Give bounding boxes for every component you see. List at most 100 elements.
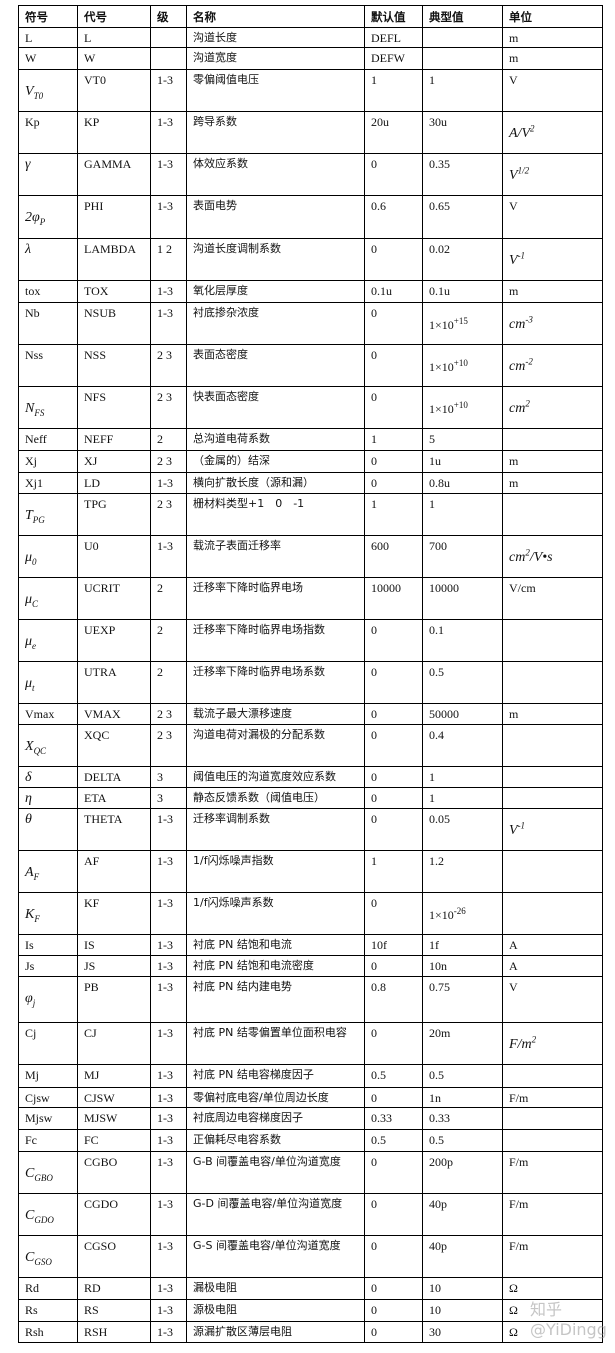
table-row: μt UTRA 2 迁移率下降时临界电场系数 0 0.5: [18, 661, 603, 704]
cell-level: 1-3: [150, 1321, 187, 1343]
cell-code: LD: [77, 472, 151, 494]
math-base: C: [25, 1250, 35, 1265]
math-subscript: QC: [33, 745, 47, 756]
cell-default: 10f: [364, 934, 423, 956]
math-expression: μe: [25, 634, 36, 650]
cell-unit: F/m: [502, 1087, 603, 1108]
cell-unit: m: [502, 280, 603, 303]
cell-default: 0.33: [364, 1107, 423, 1130]
math-expression: V-1: [509, 250, 526, 269]
cell-typical: 1n: [422, 1087, 503, 1108]
cell-name: G-S 间覆盖电容/单位沟道宽度: [186, 1235, 365, 1278]
watermark: 知乎 @YiDingg: [530, 1300, 607, 1339]
cell-code: L: [77, 27, 151, 48]
math-subscript: e: [32, 640, 37, 651]
math-expression: cm-2: [509, 357, 533, 375]
cell-code: FC: [77, 1129, 151, 1152]
table-row: Rsh RSH 1-3 源漏扩散区薄层电阻 0 30 Ω: [18, 1321, 603, 1343]
math-subscript: t: [32, 682, 35, 693]
cell-symbol: AF: [18, 850, 78, 893]
table-row: μ0 U0 1-3 载流子表面迁移率 600 700 cm2/V•s: [18, 535, 603, 578]
cell-unit: V-1: [502, 808, 603, 851]
cell-symbol: μt: [18, 661, 78, 704]
cell-default: 0: [364, 703, 423, 725]
cell-name: 沟道宽度: [186, 47, 365, 70]
cell-unit: F/m2: [502, 1022, 603, 1065]
cell-typical: 40p: [422, 1193, 503, 1236]
cell-code: XJ: [77, 450, 151, 473]
cell-level: 1-3: [150, 808, 187, 851]
cell-name: 沟道长度调制系数: [186, 238, 365, 281]
table-row: NFS NFS 2 3 快表面态密度 0 1×10+10 cm2: [18, 386, 603, 429]
cell-symbol: CGSO: [18, 1235, 78, 1278]
cell-unit: V1/2: [502, 153, 603, 196]
cell-unit: cm2: [502, 386, 603, 429]
cell-code: CJSW: [77, 1087, 151, 1108]
cell-unit: [502, 766, 603, 788]
math-expression: μt: [25, 676, 35, 692]
cell-symbol: Mj: [18, 1064, 78, 1088]
cell-name: 横向扩散长度（源和漏）: [186, 472, 365, 494]
cell-typical: 1: [422, 766, 503, 788]
cell-unit: [502, 850, 603, 893]
cell-code: MJSW: [77, 1107, 151, 1130]
cell-typical: 0.05: [422, 808, 503, 851]
cell-name: 快表面态密度: [186, 386, 365, 429]
math-expression: A/V2: [509, 124, 535, 142]
cell-default: 0: [364, 386, 423, 429]
cell-typical: 0.5: [422, 661, 503, 704]
cell-symbol: CGBO: [18, 1151, 78, 1194]
math-expression: AF: [25, 865, 39, 881]
math-subscript: GDO: [34, 1214, 54, 1225]
cell-unit: m: [502, 703, 603, 725]
math-superscript: -1: [517, 250, 526, 261]
math-base: C: [25, 1208, 35, 1223]
cell-level: 1-3: [150, 153, 187, 196]
math-base: μ: [25, 592, 33, 607]
cell-name: 衬底 PN 结饱和电流: [186, 934, 365, 956]
table-row: Vmax VMAX 2 3 载流子最大漂移速度 0 50000 m: [18, 703, 603, 725]
math-expression: cm2/V•s: [509, 547, 553, 566]
cell-code: VMAX: [77, 703, 151, 725]
math-subscript: 0: [32, 556, 37, 567]
table-header-row: 符号 代号级名称 默认值 典型值 单位: [18, 5, 603, 28]
math-superscript: +15: [453, 316, 468, 326]
math-base: cm: [509, 401, 526, 416]
cell-default: 0: [364, 619, 423, 662]
cell-typical: 0.33: [422, 1107, 503, 1130]
cell-level: 1-3: [150, 69, 187, 112]
cell-typical: 50000: [422, 703, 503, 725]
table-row: μC UCRIT 2 迁移率下降时临界电场 10000 10000 V/cm: [18, 577, 603, 620]
cell-default: 0: [364, 450, 423, 473]
table-row: KF KF 1-3 1/f闪烁噪声系数 0 1×10-26: [18, 892, 603, 935]
cell-level: 2 3: [150, 493, 187, 536]
math-base: C: [25, 1166, 35, 1181]
cell-code: PB: [77, 976, 151, 1023]
cell-symbol: λ: [18, 238, 78, 281]
table-row: θ THETA 1-3 迁移率调制系数 0 0.05 V-1: [18, 808, 603, 851]
cell-typical: 0.02: [422, 238, 503, 281]
cell-name: 迁移率下降时临界电场: [186, 577, 365, 620]
cell-level: 1-3: [150, 892, 187, 935]
math-superscript: +10: [453, 358, 468, 368]
math-base: 1×10: [429, 908, 454, 922]
cell-name: G-B 间覆盖电容/单位沟道宽度: [186, 1151, 365, 1194]
cell-name: 载流子表面迁移率: [186, 535, 365, 578]
table-row: η ETA 3 静态反馈系数（阈值电压） 0 1: [18, 787, 603, 809]
cell-default: 0: [364, 153, 423, 196]
math-subscript: P: [39, 216, 46, 227]
cell-unit: Ω: [502, 1277, 603, 1300]
cell-unit: [502, 493, 603, 536]
math-base: φ: [25, 991, 33, 1006]
math-tail: /V•s: [529, 550, 553, 565]
cell-typical: 10: [422, 1277, 503, 1300]
math-base: 1×10: [429, 318, 454, 332]
table-row: Mjsw MJSW 1-3 衬底周边电容梯度因子 0.33 0.33: [18, 1107, 603, 1130]
math-expression: θ: [25, 812, 32, 827]
cell-level: 1-3: [150, 1129, 187, 1152]
math-base: cm: [509, 550, 526, 565]
cell-level: 1-3: [150, 302, 187, 345]
cell-level: [150, 47, 187, 70]
math-expression: μ0: [25, 550, 37, 566]
math-superscript: 2: [525, 547, 530, 558]
